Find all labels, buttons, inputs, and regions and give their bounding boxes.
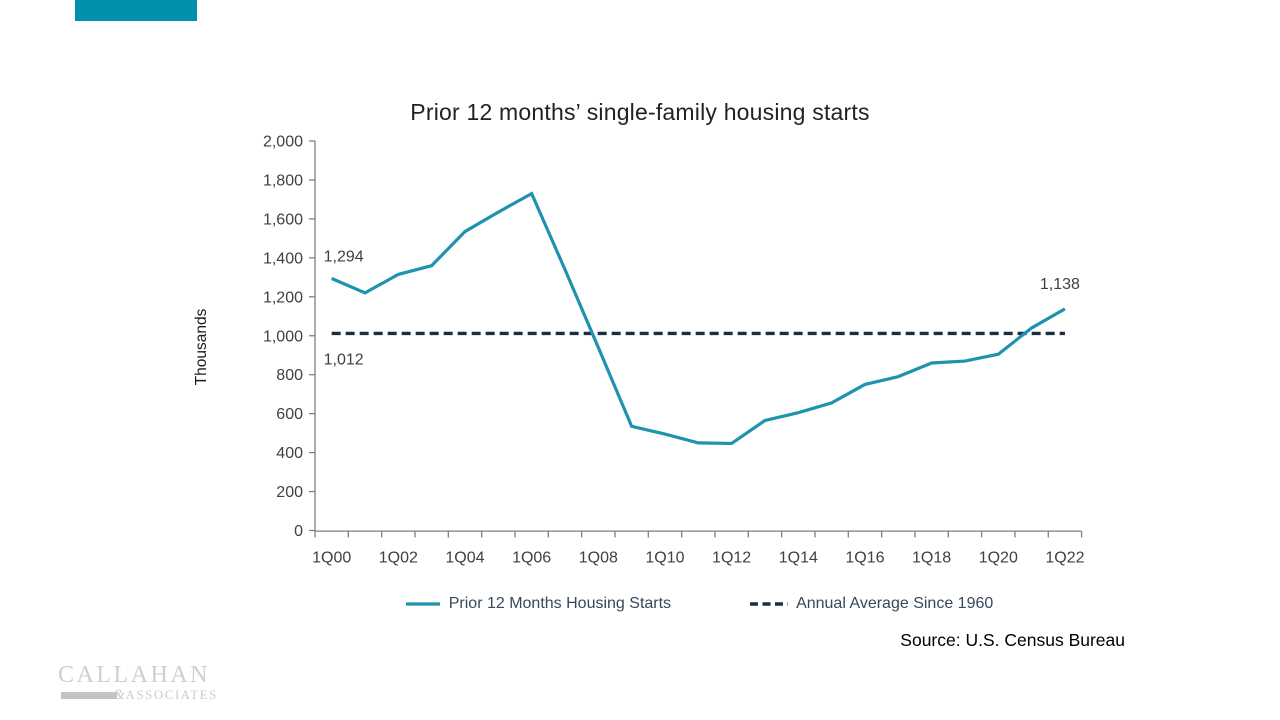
logo-wordmark: CALLAHAN [58, 662, 210, 688]
svg-text:1Q22: 1Q22 [1045, 550, 1084, 567]
svg-text:1,800: 1,800 [263, 172, 303, 189]
data-label: 1,294 [324, 248, 364, 265]
svg-text:800: 800 [276, 367, 303, 384]
svg-text:1Q18: 1Q18 [912, 550, 951, 567]
svg-text:1Q14: 1Q14 [779, 550, 818, 567]
legend-item-annual-average: Annual Average Since 1960 [749, 595, 993, 613]
svg-text:2,000: 2,000 [263, 134, 303, 151]
svg-text:1Q16: 1Q16 [845, 550, 884, 567]
svg-text:1Q04: 1Q04 [445, 550, 484, 567]
svg-text:1Q02: 1Q02 [379, 550, 418, 567]
svg-text:1,600: 1,600 [263, 211, 303, 228]
chart-legend: Prior 12 Months Housing Starts Annual Av… [315, 592, 1082, 616]
data-label: 1,012 [324, 351, 364, 368]
svg-text:0: 0 [294, 523, 303, 540]
solid-line-swatch-icon [405, 602, 440, 606]
logo-suffix: ASSOCIATES [125, 688, 218, 702]
legend-item-housing-starts: Prior 12 Months Housing Starts [404, 595, 671, 613]
callahan-logo: CALLAHAN & ASSOCIATES [58, 663, 218, 704]
svg-text:200: 200 [276, 484, 303, 501]
legend-label-annual-average: Annual Average Since 1960 [796, 595, 994, 612]
logo-subline: & ASSOCIATES [58, 687, 218, 704]
source-note: Source: U.S. Census Bureau [900, 630, 1125, 650]
svg-text:1Q10: 1Q10 [645, 550, 684, 567]
svg-text:1,000: 1,000 [263, 328, 303, 345]
svg-text:1Q20: 1Q20 [979, 550, 1018, 567]
logo-bar [61, 692, 117, 699]
logo-ampersand: & [113, 687, 125, 703]
svg-text:Thousands: Thousands [193, 308, 210, 385]
svg-text:400: 400 [276, 445, 303, 462]
housing-starts-line [331, 191, 1066, 446]
svg-text:1,400: 1,400 [263, 250, 303, 267]
svg-text:600: 600 [276, 406, 303, 423]
svg-text:1Q00: 1Q00 [312, 550, 351, 567]
svg-text:1Q06: 1Q06 [512, 550, 551, 567]
svg-text:1Q12: 1Q12 [712, 550, 751, 567]
svg-text:1Q08: 1Q08 [579, 550, 618, 567]
chart-title: Prior 12 months’ single-family housing s… [410, 99, 870, 125]
axes: 0 200 400 600 800 1,000 1,200 1,400 1,600 1,800 2,… [193, 134, 1085, 567]
brand-accent-bar [75, 0, 197, 21]
svg-text:1,200: 1,200 [263, 289, 303, 306]
data-label: 1,138 [1040, 276, 1080, 293]
dashed-line-swatch-icon [750, 602, 789, 606]
legend-label-housing-starts: Prior 12 Months Housing Starts [448, 595, 672, 612]
